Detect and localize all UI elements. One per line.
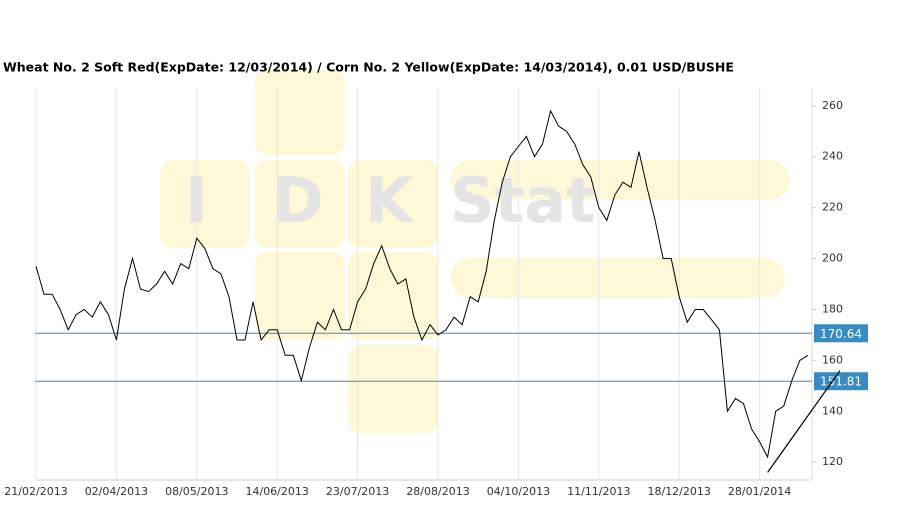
trendline (767, 370, 841, 473)
y-tick-label: 120 (822, 455, 843, 468)
svg-text:D: D (272, 164, 323, 237)
reference-label-box (814, 372, 868, 391)
x-tick-label: 08/05/2013 (165, 485, 228, 498)
y-tick-label: 260 (822, 99, 843, 112)
x-tick-label: 21/02/2013 (4, 485, 67, 498)
chart-title: Wheat No. 2 Soft Red(ExpDate: 12/03/2014… (3, 60, 734, 75)
x-tick-label: 28/01/2014 (728, 485, 791, 498)
svg-text:K: K (365, 164, 415, 237)
x-tick-label: 02/04/2013 (85, 485, 148, 498)
x-tick-label: 11/11/2013 (567, 485, 630, 498)
x-tick-label: 18/12/2013 (647, 485, 710, 498)
x-tick-label: 04/10/2013 (487, 485, 550, 498)
y-tick-label: 240 (822, 150, 843, 163)
y-tick-label: 140 (822, 404, 843, 417)
svg-text:Stat: Stat (450, 164, 596, 237)
y-tick-label: 220 (822, 201, 843, 214)
line-series (35, 109, 809, 459)
y-tick-label: 160 (822, 353, 843, 366)
reference-label: 170.64 (820, 327, 862, 341)
y-tick-label: 200 (822, 252, 843, 265)
watermark: I D K Stat (160, 70, 790, 433)
x-tick-label: 14/06/2013 (245, 485, 308, 498)
x-tick-label: 23/07/2013 (326, 485, 389, 498)
reference-label: 151.81 (820, 375, 862, 389)
y-tick-label: 180 (822, 302, 843, 315)
x-tick-label: 28/08/2013 (406, 485, 469, 498)
reference-label-box (814, 324, 868, 343)
